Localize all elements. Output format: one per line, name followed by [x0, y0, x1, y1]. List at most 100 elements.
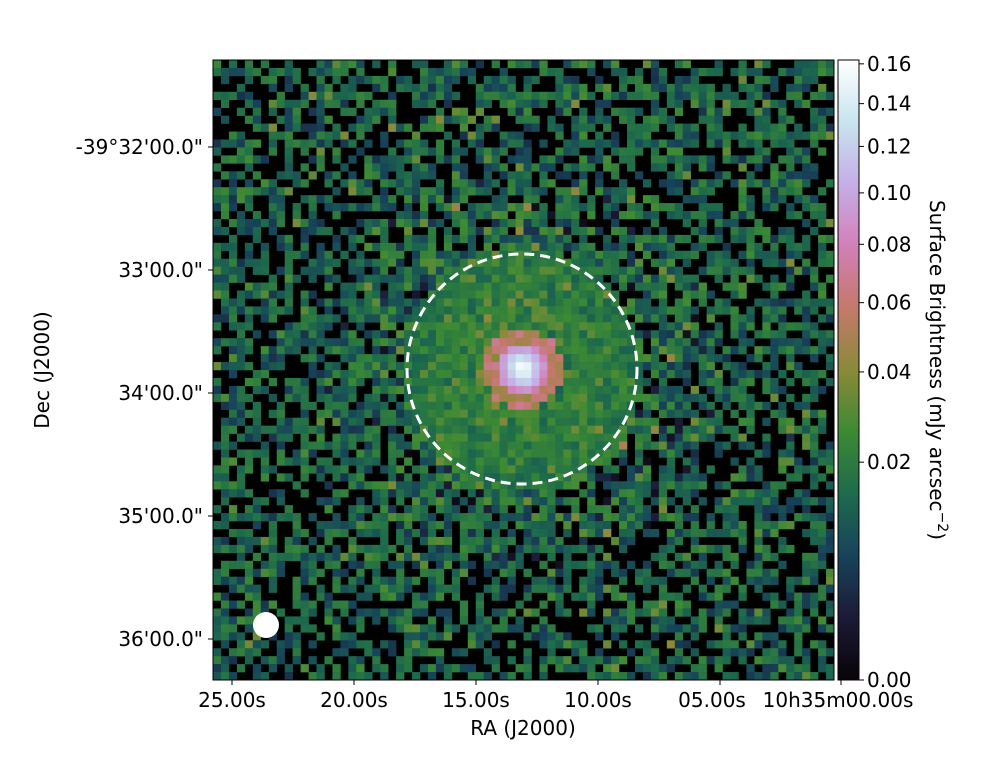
map-pixel: [380, 195, 389, 204]
map-pixel: [770, 481, 779, 490]
map-pixel: [650, 481, 660, 490]
map-pixel: [754, 497, 763, 506]
map-pixel: [443, 385, 453, 395]
map-pixel: [810, 377, 819, 387]
map-pixel: [698, 664, 707, 673]
map-pixel: [515, 107, 524, 116]
map-pixel: [372, 664, 381, 673]
map-pixel: [244, 425, 254, 434]
map-pixel: [284, 171, 293, 180]
map-pixel: [587, 163, 596, 172]
map-pixel: [228, 354, 238, 363]
map-pixel: [451, 107, 461, 116]
map-pixel: [515, 338, 524, 347]
map-pixel: [420, 314, 429, 323]
map-pixel: [396, 481, 405, 490]
map-pixel: [515, 250, 524, 260]
map-pixel: [698, 481, 707, 490]
map-pixel: [483, 330, 492, 339]
map-pixel: [595, 274, 604, 283]
map-pixel: [611, 290, 620, 299]
map-pixel: [443, 75, 453, 85]
map-pixel: [722, 250, 731, 260]
map-pixel: [380, 330, 389, 339]
map-pixel: [260, 306, 270, 315]
map-pixel: [236, 465, 246, 474]
map-pixel: [547, 640, 556, 649]
map-pixel: [770, 664, 779, 673]
map-pixel: [714, 592, 723, 601]
map-pixel: [396, 83, 405, 93]
map-pixel: [587, 67, 596, 77]
map-pixel: [260, 187, 270, 196]
map-pixel: [220, 656, 230, 665]
map-pixel: [292, 536, 301, 546]
map-pixel: [770, 656, 779, 665]
map-pixel: [579, 60, 588, 69]
map-pixel: [324, 115, 333, 124]
map-pixel: [634, 481, 644, 490]
map-pixel: [746, 306, 755, 315]
map-pixel: [698, 592, 707, 601]
map-pixel: [420, 123, 429, 132]
map-pixel: [276, 99, 285, 108]
map-pixel: [587, 377, 596, 387]
map-pixel: [252, 211, 262, 220]
map-pixel: [642, 234, 652, 244]
map-pixel: [818, 91, 827, 101]
map-pixel: [276, 218, 285, 228]
map-pixel: [404, 330, 413, 339]
map-pixel: [396, 528, 405, 538]
map-pixel: [690, 314, 699, 323]
map-pixel: [650, 314, 660, 323]
map-pixel: [252, 608, 262, 617]
map-pixel: [404, 203, 413, 212]
map-pixel: [213, 338, 222, 347]
map-pixel: [674, 568, 684, 577]
map-pixel: [412, 147, 421, 156]
map-pixel: [658, 163, 668, 172]
map-pixel: [754, 465, 763, 474]
map-pixel: [714, 608, 723, 617]
map-pixel: [332, 576, 341, 585]
map-pixel: [213, 576, 222, 585]
map-pixel: [523, 338, 532, 347]
map-pixel: [228, 274, 238, 283]
map-pixel: [539, 60, 548, 69]
map-pixel: [555, 67, 564, 77]
map-pixel: [443, 203, 453, 212]
map-pixel: [499, 513, 508, 522]
map-pixel: [794, 179, 803, 188]
map-pixel: [642, 195, 652, 204]
map-pixel: [666, 123, 676, 132]
map-pixel: [396, 266, 405, 275]
map-pixel: [698, 115, 707, 124]
map-pixel: [563, 298, 572, 307]
map-pixel: [563, 147, 572, 156]
map-pixel: [539, 171, 548, 180]
map-pixel: [547, 624, 556, 633]
map-pixel: [213, 282, 222, 291]
map-pixel: [213, 322, 222, 331]
map-pixel: [627, 155, 636, 164]
map-pixel: [515, 600, 524, 609]
map-pixel: [372, 115, 381, 124]
map-pixel: [666, 640, 676, 649]
map-pixel: [642, 60, 652, 69]
map-pixel: [467, 242, 477, 252]
map-pixel: [595, 75, 604, 85]
map-pixel: [340, 600, 349, 609]
map-pixel: [236, 560, 246, 570]
map-pixel: [244, 544, 254, 554]
map-pixel: [674, 608, 684, 617]
map-pixel: [236, 409, 246, 418]
map-pixel: [730, 377, 739, 387]
map-pixel: [507, 576, 516, 585]
map-pixel: [619, 67, 628, 77]
map-pixel: [826, 624, 834, 633]
map-pixel: [810, 274, 819, 283]
map-pixel: [523, 330, 532, 339]
map-pixel: [587, 393, 596, 403]
map-pixel: [523, 449, 532, 458]
map-pixel: [324, 552, 333, 562]
